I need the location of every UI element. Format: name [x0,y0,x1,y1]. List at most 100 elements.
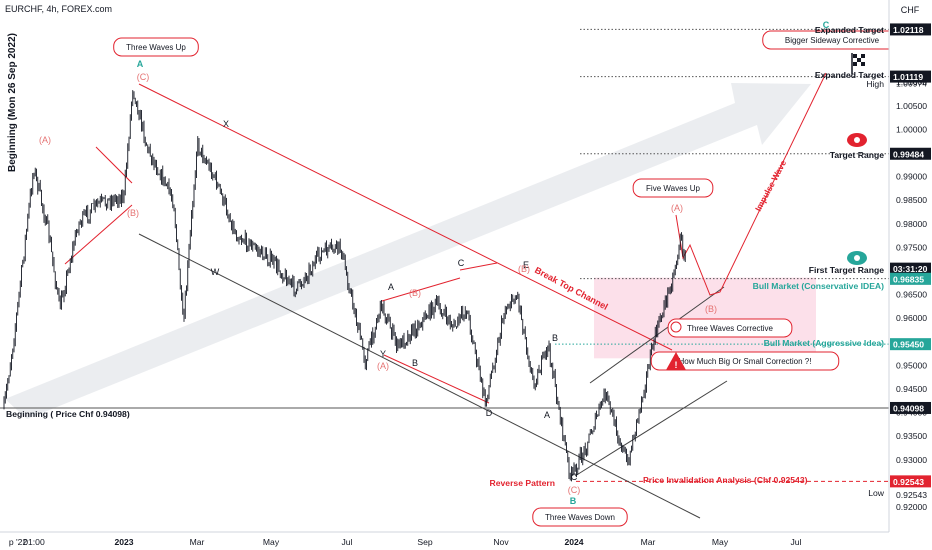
x-tick-label: Mar [641,537,656,547]
flag-cell [857,54,861,58]
wave-label: (A) [39,135,51,145]
symbol-header: EURCHF, 4h, FOREX.com [5,4,112,14]
y-tick-label: 0.98500 [896,195,927,205]
wave-label: (B) [409,288,421,298]
wave-label: W [211,267,220,277]
wave-label: C [823,20,830,30]
finish-flag-icon [851,53,865,74]
target-eye-pupil [854,137,860,143]
level-label: High [866,79,884,89]
x-tick-label: 01:00 [23,537,45,547]
x-tick-label: Mar [190,537,205,547]
price-label-box [890,272,931,285]
beginning-vertical-caption: Beginning (Mon 26 Sep 2022) [7,33,18,172]
callout-text: How Much Big Or Small Correction ?! [679,357,812,366]
price-label-box [890,262,931,275]
callout-box[interactable] [532,507,628,527]
level-label: Beginning ( Price Chf 0.94098) [6,409,130,419]
wave-label: A [544,410,550,420]
price-label-text: 03:31:20 [893,264,928,274]
y-tick-label: 0.95000 [896,360,927,370]
trend-arrow [5,83,811,419]
wave-label: (C) [568,485,581,495]
flag-cell [861,54,865,58]
level-label: Target Range [830,150,884,160]
x-tick-label: May [712,537,729,547]
level-label: Price Invalidation Analysis (Chf 0.92543… [643,475,808,485]
x-tick-label: May [263,537,280,547]
wave-label: C [458,258,465,268]
wave-label: B [570,496,577,506]
callout-text: Bigger Sideway Corrective [785,36,880,45]
price-label-box [890,401,931,414]
bulb-icon [670,321,682,333]
flag-cell [857,62,861,66]
target-zone [594,277,816,359]
price-label: 1.00974 [896,78,927,88]
level-label: Reverse Pattern [490,478,555,488]
price-label: 0.92543 [896,490,927,500]
wave-label: A [137,59,144,69]
x-tick-label: Sep [417,537,433,547]
price-label-text: 1.02118 [893,25,924,35]
price-label-box [890,338,931,351]
callout-text: Three Waves Down [545,513,615,522]
x-tick-label: Nov [493,537,509,547]
price-label-box [890,147,931,160]
callout-text: Three Waves Corrective [687,324,774,333]
break-top-channel-line [138,83,673,351]
wave-label: B [552,333,558,343]
wave-label: (B) [127,208,139,218]
abc-bottom-line [383,354,490,404]
wave-b-line [64,204,133,265]
price-label-text: 0.92543 [893,477,924,487]
price-label[interactable]: 0.96835 [890,272,931,285]
price-label-text: 0.99484 [893,149,924,159]
wave-label: X [223,119,229,129]
price-label-text: 0.95450 [893,340,924,350]
price-label-box [890,70,931,83]
y-tick-label: 0.93500 [896,431,927,441]
price-label[interactable]: 0.94098 [890,401,931,414]
x-tick-label: 2023 [114,537,133,547]
y-tick-label: 0.94500 [896,384,927,394]
wave-label: (C) [137,72,150,82]
y-tick-label: 0.99000 [896,172,927,182]
wave-label: (A) [377,361,389,371]
level-label: Bull Market (Conservative IDEA) [753,281,884,291]
level-label: Expanded Target [815,25,884,35]
callout-box[interactable] [113,37,199,57]
projection-path [675,72,827,296]
callout-box[interactable] [667,318,793,338]
price-label[interactable]: 03:31:20 [890,262,931,275]
callout-box[interactable] [650,351,840,371]
level-label: Low [868,488,885,498]
wave-label: (A) [671,203,683,213]
price-label[interactable]: 1.02118 [890,23,931,36]
currency-label: CHF [901,5,920,15]
level-label: Bull Market (Aggressive Idea) [764,338,884,348]
wave-label: D [486,408,493,418]
lower-channel-line [138,233,701,519]
price-label[interactable]: 0.99484 [890,147,931,160]
price-label-text: 0.94098 [893,403,924,413]
price-label[interactable]: 1.01119 [890,70,931,83]
abc-top-line [381,277,461,302]
level-label: Expanded Target [815,70,884,80]
callout-text: Five Waves Up [646,184,700,193]
first-target-eye-pupil [854,255,860,261]
callout-box[interactable] [632,178,714,198]
wave-label: A [388,282,394,292]
time-axis-panel[interactable] [0,532,889,550]
rising-upper-line [589,286,725,384]
flag-cell [853,58,857,62]
price-label-box [890,475,931,488]
warning-icon-mark: ! [675,360,678,370]
y-tick-label: 0.98000 [896,219,927,229]
price-label[interactable]: 0.95450 [890,338,931,351]
price-label[interactable]: 0.92543 [890,475,931,488]
wave-label: C [571,472,578,482]
wave-label: (B) [518,264,530,274]
